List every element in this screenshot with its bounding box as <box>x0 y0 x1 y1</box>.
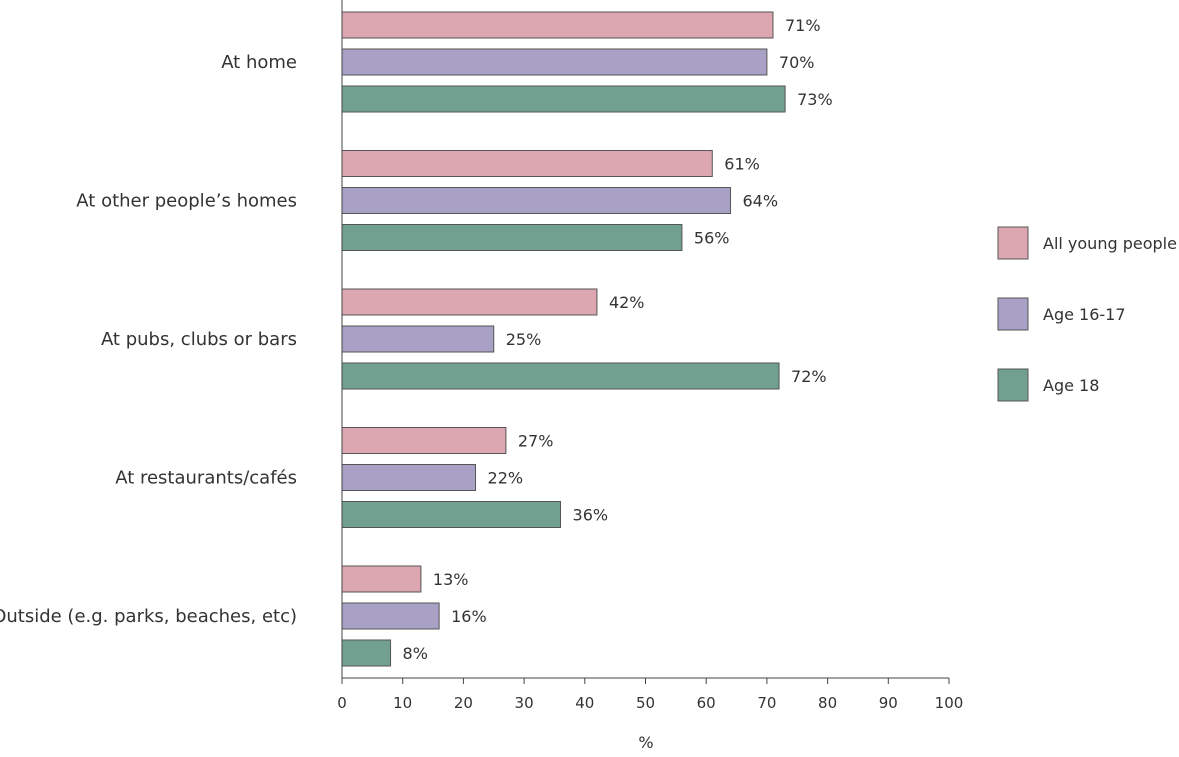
x-tick-label: 30 <box>515 694 534 712</box>
x-axis: 0 10 20 30 40 50 60 70 80 90 100 <box>337 0 963 712</box>
bar <box>341 501 562 528</box>
data-label: 71% <box>785 16 821 35</box>
legend: All young people Age 16-17 Age 18 <box>997 226 1177 402</box>
data-label: 73% <box>797 90 833 109</box>
bar <box>341 288 598 316</box>
bar <box>341 325 495 353</box>
bar <box>341 565 422 593</box>
category-label: At home <box>221 52 297 73</box>
data-label: 27% <box>518 432 554 451</box>
category-label: At pubs, clubs or bars <box>101 329 297 350</box>
bar <box>341 464 477 491</box>
bar <box>341 187 731 214</box>
x-tick-label: 50 <box>636 694 655 712</box>
bar <box>341 11 774 39</box>
labels-layer: At home 71% 70% 73% At other people’s homes 6… <box>0 16 833 663</box>
data-label: 8% <box>403 644 428 663</box>
data-label: 42% <box>609 293 645 312</box>
x-tick-label: 100 <box>935 694 964 712</box>
category-label: Outside (e.g. parks, beaches, etc) <box>0 606 297 627</box>
legend-label: Age 16-17 <box>1043 305 1126 324</box>
data-label: 70% <box>779 53 815 72</box>
category-label: At restaurants/cafés <box>115 468 297 489</box>
x-tick-label: 40 <box>575 694 594 712</box>
data-label: 22% <box>488 469 524 488</box>
bar <box>341 362 780 390</box>
data-label: 13% <box>433 570 469 589</box>
data-label: 16% <box>451 607 487 626</box>
bar <box>341 639 392 667</box>
legend-label: Age 18 <box>1043 376 1099 395</box>
bar <box>341 427 507 454</box>
data-label: 72% <box>791 367 827 386</box>
data-label: 25% <box>506 330 542 349</box>
data-label: 64% <box>742 192 778 211</box>
x-axis-title: % <box>638 733 653 752</box>
bar <box>341 85 786 113</box>
x-tick-label: 90 <box>879 694 898 712</box>
x-tick-label: 70 <box>757 694 776 712</box>
data-label: 36% <box>573 506 609 525</box>
x-tick-label: 80 <box>818 694 837 712</box>
legend-swatch <box>997 226 1029 260</box>
bar <box>341 224 683 251</box>
bar <box>341 150 713 177</box>
x-tick-label: 0 <box>337 694 347 712</box>
category-label: At other people’s homes <box>76 191 297 212</box>
legend-swatch <box>997 368 1029 402</box>
bars-layer <box>341 11 786 667</box>
bar <box>341 48 768 76</box>
x-tick-label: 60 <box>697 694 716 712</box>
x-tick-label: 20 <box>454 694 473 712</box>
legend-swatch <box>997 297 1029 331</box>
data-label: 61% <box>724 155 760 174</box>
x-tick-label: 10 <box>393 694 412 712</box>
bar <box>341 602 440 630</box>
data-label: 56% <box>694 229 730 248</box>
legend-label: All young people <box>1043 234 1177 253</box>
